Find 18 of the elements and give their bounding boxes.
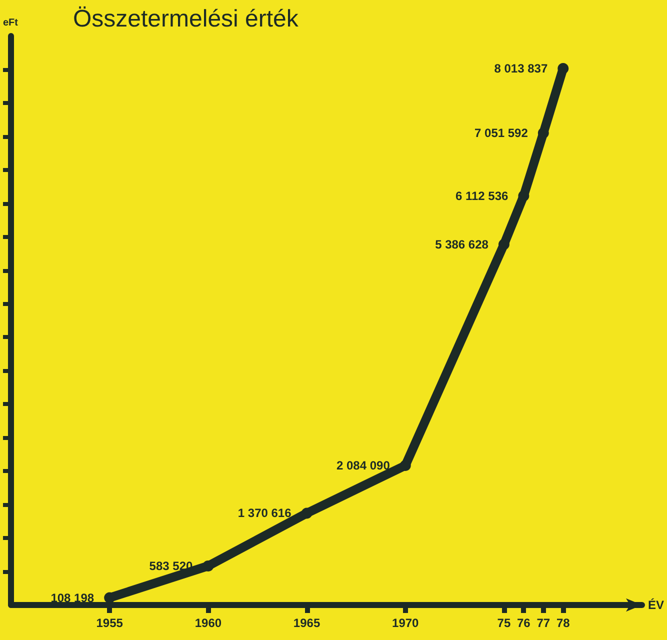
x-tick-label: 78 (556, 616, 570, 630)
data-label: 5 386 628 (435, 237, 489, 252)
x-tick-label: 76 (517, 616, 531, 630)
data-label: 6 112 536 (455, 188, 508, 203)
data-label: 7 051 592 (474, 126, 528, 140)
data-label: 2 084 090 (336, 458, 390, 472)
x-tick-label: 1970 (392, 616, 420, 630)
x-tick-label: 1965 (293, 616, 320, 630)
x-tick-label: 75 (497, 616, 511, 630)
data-label: 8 013 837 (494, 62, 548, 76)
y-axis-title: eFt (3, 18, 19, 28)
x-tick-label: 77 (536, 616, 550, 630)
x-tick-label: 1960 (194, 616, 222, 630)
data-label: 1 370 616 (238, 506, 292, 520)
x-tick-label: 1955 (96, 616, 124, 630)
x-axis-title: ÉV (648, 598, 664, 612)
chart-title: Összetermelési érték (73, 6, 300, 32)
data-label: 108 198 (50, 590, 94, 605)
